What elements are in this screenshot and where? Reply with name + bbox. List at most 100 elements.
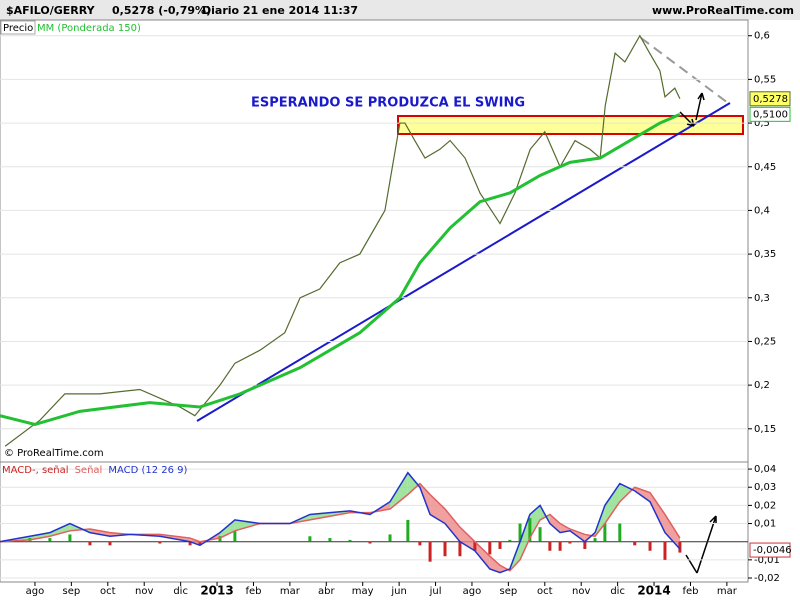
histogram-bar	[233, 530, 237, 542]
histogram-bar	[528, 518, 532, 542]
x-tick-label: 2014	[637, 584, 670, 598]
legend-entry: MACD (12 26 9)	[108, 465, 187, 476]
histogram-bar	[663, 541, 667, 560]
x-tick-label: dic	[610, 586, 625, 597]
y-tick-label: 0,03	[754, 482, 776, 493]
symbol: $AFILO/GERRY	[6, 4, 96, 17]
histogram-bar	[473, 541, 477, 551]
x-tick-label: nov	[572, 586, 590, 597]
x-tick-label: sep	[63, 586, 81, 597]
y-tick-label: 0,3	[754, 293, 770, 304]
y-tick-label: 0,35	[754, 249, 776, 260]
histogram-bar	[328, 538, 332, 542]
histogram-bar	[558, 541, 562, 551]
histogram-bar	[348, 539, 352, 542]
macd-fill	[190, 538, 200, 546]
copyright: © ProRealTime.com	[4, 448, 104, 459]
x-tick-label: may	[352, 586, 374, 597]
histogram-bar	[188, 541, 192, 546]
histogram-bar	[648, 541, 652, 551]
macd-panel	[0, 461, 749, 583]
x-tick-label: nov	[135, 586, 153, 597]
histogram-bar	[406, 519, 410, 542]
histogram-bar	[108, 541, 112, 546]
histogram-bar	[603, 523, 607, 542]
x-tick-label: mar	[280, 586, 301, 597]
y-tick-label: 0,2	[754, 380, 770, 391]
x-tick-label: oct	[100, 586, 116, 597]
x-tick-label: mar	[717, 586, 738, 597]
y-tick-label: 0,55	[754, 74, 776, 85]
macd-fill	[459, 527, 475, 551]
legend-entry: MACD-, señal	[2, 465, 69, 476]
end-label: 0,5278	[753, 94, 788, 105]
x-tick-label: feb	[682, 586, 698, 597]
macd-fill	[474, 541, 490, 569]
histogram-bar	[158, 541, 162, 544]
histogram-bar	[498, 541, 502, 549]
macd-fill	[489, 556, 501, 573]
macd-fill	[49, 523, 70, 537]
end-label-box	[749, 542, 791, 558]
price-line	[4, 34, 681, 447]
y-tick-label: 0,04	[754, 464, 776, 475]
histogram-bar	[568, 541, 572, 544]
site: www.ProRealTime.com	[652, 4, 794, 17]
macd-fill	[69, 523, 90, 533]
signal-line	[0, 482, 681, 572]
histogram-bar	[68, 534, 72, 542]
y-tick-label: 0,45	[754, 162, 776, 173]
y-tick-label: 0,15	[754, 424, 776, 435]
macd-fill	[529, 505, 541, 539]
annotation: ESPERANDO SE PRODUZCA EL SWING	[251, 96, 525, 111]
x-tick-label: dic	[173, 586, 188, 597]
x-tick-label: ago	[26, 586, 45, 597]
macd-fill	[560, 523, 570, 533]
y-tick-label: 0,25	[754, 336, 776, 347]
arrows	[679, 92, 717, 574]
end-label-box	[749, 91, 791, 107]
histogram-bar	[48, 538, 52, 542]
legend-box	[0, 20, 36, 35]
end-label: -0,0046	[753, 545, 792, 556]
x-tick-label: 2013	[200, 584, 233, 598]
histogram-bar	[418, 541, 422, 546]
x-tick-label: sep	[500, 586, 518, 597]
legend-entry: Señal	[75, 465, 103, 476]
x-tick-label: ago	[463, 586, 482, 597]
histogram-bar	[458, 541, 462, 557]
histogram-bar	[368, 541, 372, 544]
x-tick-label: oct	[537, 586, 553, 597]
macd-fill	[664, 514, 680, 549]
legend-price: Precio	[3, 23, 33, 34]
x-tick-label: abr	[318, 586, 335, 597]
macd-fill	[29, 532, 50, 540]
legend-ma: MM (Ponderada 150)	[37, 23, 141, 34]
y-tick-label: 0,5	[754, 118, 770, 129]
histogram-bar	[218, 536, 222, 542]
y-tick-label: -0,01	[754, 555, 780, 566]
end-label-box	[749, 106, 791, 122]
macd-fill	[219, 519, 235, 539]
quote: 0,5278 (-0,79%)	[112, 4, 211, 17]
y-tick-label: 0,6	[754, 31, 770, 42]
macd-fill	[407, 472, 420, 495]
y-tick-label: 0,4	[754, 205, 770, 216]
dashed-line	[640, 37, 729, 104]
x-tick-label: feb	[245, 586, 261, 597]
period: Diario 21 ene 2014 11:37	[202, 4, 358, 17]
histogram-bar	[488, 541, 492, 555]
histogram-bar	[633, 541, 637, 546]
histogram-bar	[548, 541, 552, 551]
macd-fill	[390, 472, 408, 510]
trend-line	[196, 102, 731, 422]
histogram-bar	[508, 539, 512, 542]
macd-line	[0, 471, 681, 574]
y-tick-label: -0,02	[754, 573, 780, 584]
histogram-bar	[518, 523, 522, 542]
histogram-bar	[593, 538, 597, 542]
histogram-bar	[678, 541, 682, 553]
histogram-bar	[388, 534, 392, 542]
end-label: 0,5100	[753, 109, 788, 120]
